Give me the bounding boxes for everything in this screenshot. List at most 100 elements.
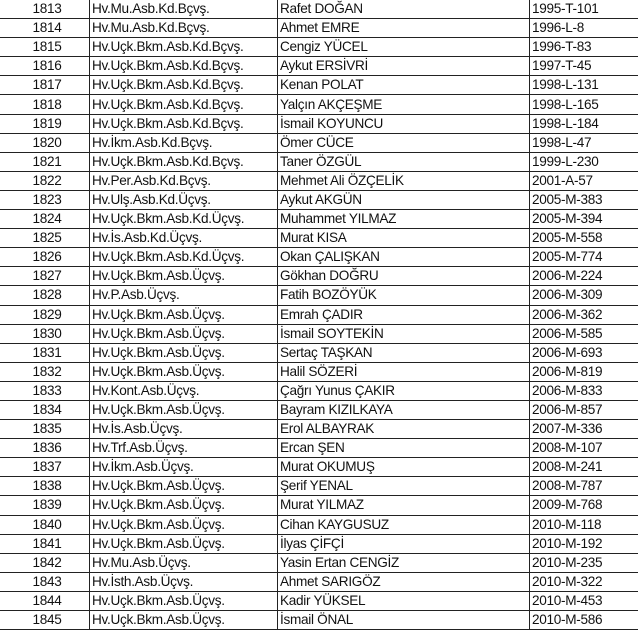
rank-cell: Hv.Uçk.Bkm.Asb.Üçvş.	[89, 361, 278, 382]
rank-cell: Hv.İkm.Asb.Üçvş.	[89, 457, 278, 478]
row-number-cell: 1827	[0, 266, 90, 287]
row-number-cell: 1817	[0, 75, 90, 96]
sicil-cell: 2006-M-585	[529, 323, 638, 344]
table-row: 1821 Hv.Uçk.Bkm.Asb.Kd.Bçvş. Taner ÖZGÜL 19…	[0, 151, 638, 172]
table-row: 1815 Hv.Uçk.Bkm.Asb.Kd.Bçvş. Cengiz YÜCEL 1…	[0, 37, 638, 58]
row-number-cell: 1835	[0, 419, 90, 440]
row-number-cell: 1821	[0, 151, 90, 172]
sicil-cell: 2010-M-192	[529, 533, 638, 554]
sicil-cell: 2006-M-362	[529, 304, 638, 325]
table-row: 1829 Hv.Uçk.Bkm.Asb.Üçvş. Emrah ÇADIR 2006-…	[0, 304, 638, 325]
table-row: 1844 Hv.Uçk.Bkm.Asb.Üçvş. Kadir YÜKSEL 2010…	[0, 590, 638, 612]
row-number-cell: 1818	[0, 94, 90, 115]
row-number-cell: 1836	[0, 438, 90, 459]
table-row: 1836 Hv.Trf.Asb.Üçvş. Ercan ŞEN 2008-M-107	[0, 438, 638, 459]
table-row: 1835 Hv.İs.Asb.Üçvş. Erol ALBAYRAK 2007-M-3…	[0, 419, 638, 440]
table-row: 1841 Hv.Uçk.Bkm.Asb.Üçvş. İlyas ÇİFÇİ 2010-…	[0, 533, 638, 554]
name-cell: Muhammet YILMAZ	[277, 209, 530, 230]
table-row: 1838 Hv.Uçk.Bkm.Asb.Üçvş. Şerif YENAL 2008-…	[0, 476, 638, 497]
rank-cell: Hv.Uçk.Bkm.Asb.Üçvş.	[89, 266, 278, 287]
name-cell: Emrah ÇADIR	[277, 304, 530, 325]
rank-cell: Hv.Uçk.Bkm.Asb.Üçvş.	[89, 609, 278, 631]
sicil-cell: 1997-T-45	[529, 56, 638, 77]
sicil-cell: 1998-L-165	[529, 94, 638, 115]
name-cell: Fatih BOZÖYÜK	[277, 285, 530, 306]
name-cell: İsmail ÖNAL	[277, 609, 530, 631]
rank-cell: Hv.Uçk.Bkm.Asb.Üçvş.	[89, 514, 278, 535]
table-row: 1833 Hv.Kont.Asb.Üçvş. Çağrı Yunus ÇAKIR 20…	[0, 380, 638, 401]
sicil-cell: 2006-M-819	[529, 361, 638, 382]
sicil-cell: 2008-M-107	[529, 438, 638, 459]
sicil-cell: 2006-M-693	[529, 342, 638, 363]
table-row: 1830 Hv.Uçk.Bkm.Asb.Üçvş. İsmail SOYTEKİN 2…	[0, 323, 638, 344]
sicil-cell: 2007-M-336	[529, 419, 638, 440]
row-number-cell: 1831	[0, 342, 90, 363]
row-number-cell: 1816	[0, 56, 90, 77]
table-row: 1845 Hv.Uçk.Bkm.Asb.Üçvş. İsmail ÖNAL 2010-…	[0, 609, 638, 631]
sicil-cell: 2009-M-768	[529, 495, 638, 516]
row-number-cell: 1833	[0, 380, 90, 401]
rank-cell: Hv.Mu.Asb.Kd.Bçvş.	[89, 18, 278, 39]
rank-cell: Hv.Uçk.Bkm.Asb.Üçvş.	[89, 476, 278, 497]
table-row: 1831 Hv.Uçk.Bkm.Asb.Üçvş. Sertaç TAŞKAN 200…	[0, 342, 638, 363]
sicil-cell: 1999-L-230	[529, 151, 638, 172]
name-cell: Cengiz YÜCEL	[277, 37, 530, 58]
name-cell: Ömer CÜCE	[277, 132, 530, 153]
sicil-cell: 1996-T-83	[529, 37, 638, 58]
sicil-cell: 2008-M-241	[529, 457, 638, 478]
name-cell: Cihan KAYGUSUZ	[277, 514, 530, 535]
sicil-cell: 2010-M-118	[529, 514, 638, 535]
sicil-cell: 1996-L-8	[529, 18, 638, 39]
row-number-cell: 1830	[0, 323, 90, 344]
rank-cell: Hv.Kont.Asb.Üçvş.	[89, 380, 278, 401]
table-row: 1843 Hv.İsth.Asb.Üçvş. Ahmet SARIGÖZ 2010-M…	[0, 571, 638, 592]
rank-cell: Hv.Uçk.Bkm.Asb.Üçvş.	[89, 533, 278, 554]
table-row: 1822 Hv.Per.Asb.Kd.Bçvş. Mehmet Ali ÖZÇELİ…	[0, 170, 638, 191]
table-row: 1839 Hv.Uçk.Bkm.Asb.Üçvş. Murat YILMAZ 2009…	[0, 495, 638, 516]
name-cell: Yasin Ertan CENGİZ	[277, 552, 530, 573]
row-number-cell: 1843	[0, 571, 90, 592]
row-number-cell: 1823	[0, 189, 90, 211]
name-cell: Mehmet Ali ÖZÇELİK	[277, 170, 530, 191]
table-row: 1827 Hv.Uçk.Bkm.Asb.Üçvş. Gökhan DOĞRU 2006…	[0, 266, 638, 287]
table-row: 1820 Hv.İkm.Asb.Kd.Bçvş. Ömer CÜCE 1998-L-4…	[0, 132, 638, 153]
rank-cell: Hv.Uçk.Bkm.Asb.Üçvş.	[89, 323, 278, 344]
rank-cell: Hv.Ulş.Asb.Kd.Üçvş.	[89, 189, 278, 211]
rank-cell: Hv.Per.Asb.Kd.Bçvş.	[89, 170, 278, 191]
name-cell: Yalçın AKÇEŞME	[277, 94, 530, 115]
name-cell: Murat KISA	[277, 228, 530, 249]
row-number-cell: 1839	[0, 495, 90, 516]
table-row: 1824 Hv.Uçk.Bkm.Asb.Kd.Üçvş. Muhammet YILM…	[0, 209, 638, 230]
rank-cell: Hv.P.Asb.Üçvş.	[89, 285, 278, 306]
table-row: 1834 Hv.Uçk.Bkm.Asb.Üçvş. Bayram KIZILKAYA…	[0, 399, 638, 421]
sicil-cell: 1998-L-131	[529, 75, 638, 96]
name-cell: Gökhan DOĞRU	[277, 266, 530, 287]
sicil-cell: 2005-M-774	[529, 247, 638, 268]
sicil-cell: 1998-L-184	[529, 113, 638, 134]
name-cell: Ahmet SARIGÖZ	[277, 571, 530, 592]
rank-cell: Hv.Trf.Asb.Üçvş.	[89, 438, 278, 459]
sicil-cell: 2001-A-57	[529, 170, 638, 191]
row-number-cell: 1826	[0, 247, 90, 268]
row-number-cell: 1840	[0, 514, 90, 535]
table-row: 1813 Hv.Mu.Asb.Kd.Bçvş. Rafet DOĞAN 1995-T-…	[0, 0, 638, 20]
sicil-cell: 2006-M-309	[529, 285, 638, 306]
name-cell: Okan ÇALIŞKAN	[277, 247, 530, 268]
sicil-cell: 2006-M-857	[529, 399, 638, 421]
table-row: 1819 Hv.Uçk.Bkm.Asb.Kd.Bçvş. İsmail KOYUNC…	[0, 113, 638, 134]
table-row: 1825 Hv.İs.Asb.Kd.Üçvş. Murat KISA 2005-M-5…	[0, 228, 638, 249]
name-cell: Ahmet EMRE	[277, 18, 530, 39]
name-cell: Erol ALBAYRAK	[277, 419, 530, 440]
rank-cell: Hv.Uçk.Bkm.Asb.Üçvş.	[89, 590, 278, 612]
rank-cell: Hv.Uçk.Bkm.Asb.Kd.Bçvş.	[89, 56, 278, 77]
row-number-cell: 1824	[0, 209, 90, 230]
row-number-cell: 1832	[0, 361, 90, 382]
name-cell: İsmail SOYTEKİN	[277, 323, 530, 344]
sicil-cell: 2008-M-787	[529, 476, 638, 497]
rank-cell: Hv.İkm.Asb.Kd.Bçvş.	[89, 132, 278, 153]
rank-cell: Hv.Mu.Asb.Üçvş.	[89, 552, 278, 573]
table-row: 1816 Hv.Uçk.Bkm.Asb.Kd.Bçvş. Aykut ERSİVRİ…	[0, 56, 638, 77]
rank-cell: Hv.İsth.Asb.Üçvş.	[89, 571, 278, 592]
